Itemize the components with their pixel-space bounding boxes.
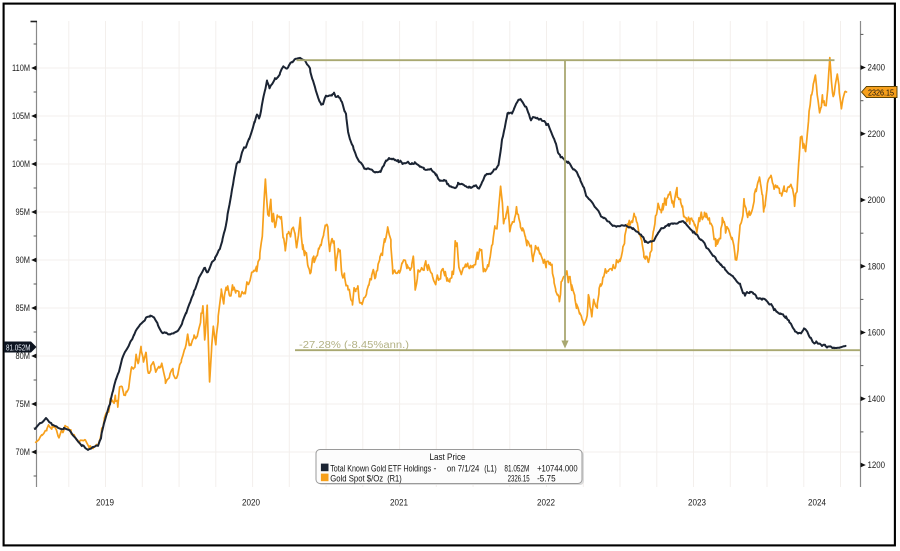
svg-text:2024: 2024 xyxy=(808,498,826,508)
svg-text:(R1): (R1) xyxy=(387,473,402,483)
svg-text:81.052M: 81.052M xyxy=(6,343,31,352)
svg-text:2400: 2400 xyxy=(868,63,886,73)
svg-text:+10744.000: +10744.000 xyxy=(537,463,578,473)
svg-text:2200: 2200 xyxy=(868,129,886,139)
svg-text:2326.15: 2326.15 xyxy=(868,88,894,97)
svg-text:100M: 100M xyxy=(12,159,30,169)
svg-text:-: - xyxy=(434,463,437,473)
svg-text:Gold Spot $/Oz: Gold Spot $/Oz xyxy=(330,473,383,483)
svg-text:95M: 95M xyxy=(16,207,31,217)
svg-text:81.052M: 81.052M xyxy=(504,463,529,473)
svg-text:2000: 2000 xyxy=(868,195,886,205)
svg-text:Total Known Gold ETF Holdings: Total Known Gold ETF Holdings xyxy=(330,463,431,473)
svg-text:(L1): (L1) xyxy=(484,463,497,473)
svg-text:90M: 90M xyxy=(16,255,31,265)
svg-text:2021: 2021 xyxy=(390,498,408,508)
svg-text:on 7/1/24: on 7/1/24 xyxy=(447,463,480,473)
svg-text:Last Price: Last Price xyxy=(430,452,466,462)
svg-text:2020: 2020 xyxy=(242,498,260,508)
svg-text:2022: 2022 xyxy=(537,498,555,508)
svg-text:85M: 85M xyxy=(16,303,31,313)
svg-text:80M: 80M xyxy=(16,351,31,361)
svg-text:2023: 2023 xyxy=(688,498,706,508)
svg-text:70M: 70M xyxy=(16,447,31,457)
svg-text:1200: 1200 xyxy=(868,460,886,470)
svg-text:-5.75: -5.75 xyxy=(537,473,556,483)
svg-text:2019: 2019 xyxy=(96,498,114,508)
svg-text:75M: 75M xyxy=(16,399,31,409)
svg-text:-27.28% (-8.45%ann.): -27.28% (-8.45%ann.) xyxy=(299,340,409,351)
svg-text:1400: 1400 xyxy=(868,394,886,404)
svg-text:110M: 110M xyxy=(12,63,30,73)
svg-text:105M: 105M xyxy=(12,111,30,121)
svg-text:2326.15: 2326.15 xyxy=(508,473,530,483)
svg-text:1800: 1800 xyxy=(868,261,886,271)
svg-text:1600: 1600 xyxy=(868,328,886,338)
